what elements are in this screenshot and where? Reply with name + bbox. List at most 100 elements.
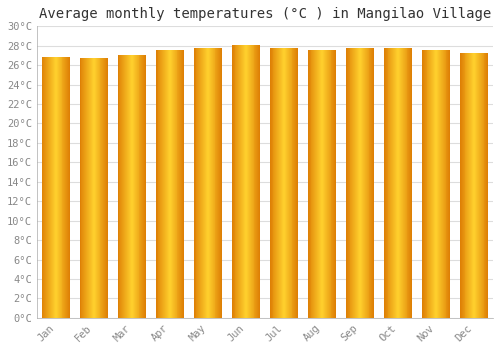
Bar (238, 45, 240, 318)
Bar (142, 55, 144, 318)
Bar (410, 48, 412, 318)
Bar (167, 50, 168, 318)
Bar (200, 48, 202, 318)
Bar (55, 57, 56, 318)
Bar (105, 58, 106, 318)
Bar (388, 48, 390, 318)
Bar (325, 50, 326, 318)
Bar (50, 57, 51, 318)
Bar (210, 48, 211, 318)
Bar (468, 52, 469, 318)
Bar (448, 50, 450, 318)
Bar (171, 50, 172, 318)
Bar (172, 50, 174, 318)
Bar (292, 48, 294, 318)
Bar (156, 50, 158, 318)
Bar (321, 50, 322, 318)
Bar (57, 57, 58, 318)
Bar (319, 50, 320, 318)
Bar (348, 48, 350, 318)
Bar (194, 48, 196, 318)
Bar (242, 45, 243, 318)
Bar (395, 48, 396, 318)
Bar (363, 48, 364, 318)
Bar (361, 48, 362, 318)
Bar (58, 57, 59, 318)
Bar (165, 50, 166, 318)
Bar (360, 48, 361, 318)
Bar (401, 48, 402, 318)
Bar (164, 50, 165, 318)
Bar (357, 48, 358, 318)
Bar (130, 55, 131, 318)
Bar (82, 58, 84, 318)
Bar (160, 50, 162, 318)
Bar (479, 52, 480, 318)
Bar (158, 50, 160, 318)
Bar (92, 58, 93, 318)
Bar (476, 52, 477, 318)
Bar (120, 55, 122, 318)
Bar (198, 48, 200, 318)
Bar (368, 48, 370, 318)
Bar (475, 52, 476, 318)
Bar (438, 50, 439, 318)
Bar (221, 48, 222, 318)
Bar (433, 50, 434, 318)
Bar (133, 55, 134, 318)
Bar (62, 57, 64, 318)
Bar (394, 48, 395, 318)
Bar (290, 48, 292, 318)
Bar (393, 48, 394, 318)
Bar (249, 45, 250, 318)
Bar (258, 45, 259, 318)
Bar (128, 55, 129, 318)
Bar (254, 45, 256, 318)
Bar (122, 55, 124, 318)
Bar (205, 48, 206, 318)
Bar (320, 50, 321, 318)
Bar (245, 45, 246, 318)
Bar (312, 50, 314, 318)
Bar (284, 48, 285, 318)
Bar (64, 57, 66, 318)
Bar (69, 57, 70, 318)
Bar (422, 50, 424, 318)
Bar (404, 48, 406, 318)
Bar (118, 55, 120, 318)
Bar (402, 48, 404, 318)
Bar (281, 48, 282, 318)
Bar (399, 48, 400, 318)
Bar (282, 48, 283, 318)
Bar (102, 58, 104, 318)
Bar (138, 55, 140, 318)
Bar (144, 55, 145, 318)
Bar (323, 50, 324, 318)
Bar (250, 45, 252, 318)
Bar (477, 52, 478, 318)
Bar (234, 45, 236, 318)
Bar (240, 45, 241, 318)
Bar (210, 48, 212, 318)
Bar (358, 48, 359, 318)
Bar (283, 48, 284, 318)
Bar (90, 58, 91, 318)
Bar (244, 45, 245, 318)
Bar (93, 58, 94, 318)
Bar (471, 52, 472, 318)
Bar (214, 48, 216, 318)
Bar (346, 48, 348, 318)
Bar (246, 45, 247, 318)
Bar (280, 48, 281, 318)
Bar (91, 58, 92, 318)
Bar (322, 50, 323, 318)
Bar (437, 50, 438, 318)
Bar (397, 48, 398, 318)
Bar (428, 50, 430, 318)
Bar (440, 50, 441, 318)
Bar (441, 50, 442, 318)
Bar (424, 50, 426, 318)
Bar (308, 50, 310, 318)
Bar (384, 48, 386, 318)
Bar (68, 57, 69, 318)
